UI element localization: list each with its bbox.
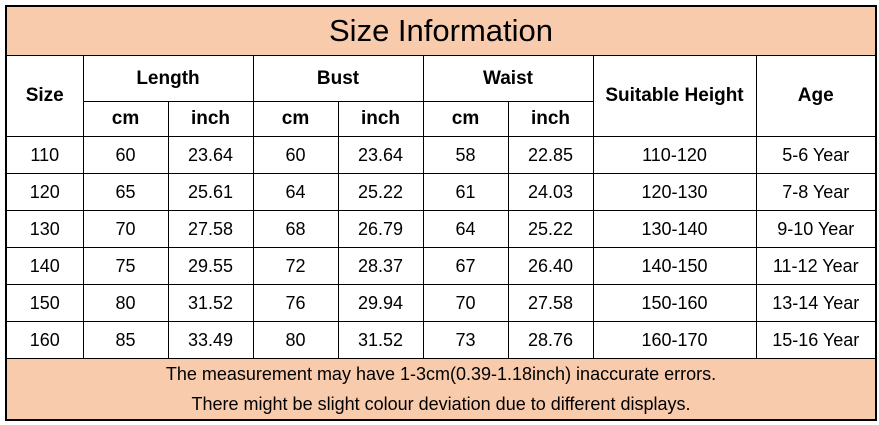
data-cell: 140 <box>5 247 84 285</box>
data-cell: 64 <box>422 210 509 248</box>
data-cell: 29.55 <box>167 247 254 285</box>
header-cell: Size <box>5 55 84 137</box>
data-cell: 70 <box>422 284 509 322</box>
header-cell: Age <box>755 55 877 137</box>
table-body: Size Information Size Length Bust Waist … <box>5 5 877 421</box>
data-cell: 28.76 <box>507 321 594 359</box>
notes-row: The measurement may have 1-3cm(0.39-1.18… <box>5 358 877 421</box>
data-row: 120 65 25.61 64 25.22 61 24.03 120-130 7-8 Year <box>5 173 877 211</box>
data-cell: 73 <box>422 321 509 359</box>
note-line: There might be slight colour deviation d… <box>191 394 691 414</box>
data-cell: 23.64 <box>167 136 254 174</box>
data-cell: 27.58 <box>507 284 594 322</box>
data-cell: 80 <box>252 321 339 359</box>
notes-cell: The measurement may have 1-3cm(0.39-1.18… <box>5 358 877 421</box>
data-cell: 26.79 <box>337 210 424 248</box>
header-row: Size Length Bust Waist Suitable Height A… <box>5 55 877 137</box>
data-cell: 25.61 <box>167 173 254 211</box>
data-cell: 110 <box>5 136 84 174</box>
data-cell: 7-8 Year <box>755 173 877 211</box>
data-cell: 160 <box>5 321 84 359</box>
data-cell: 13-14 Year <box>755 284 877 322</box>
header-cell: Bust <box>252 55 424 102</box>
data-row: 110 60 23.64 60 23.64 58 22.85 110-120 5-6 Year <box>5 136 877 174</box>
data-cell: 31.52 <box>337 321 424 359</box>
data-cell: 9-10 Year <box>755 210 877 248</box>
data-row: 150 80 31.52 76 29.94 70 27.58 150-160 13-14 Yea… <box>5 284 877 322</box>
data-cell: 11-12 Year <box>755 247 877 285</box>
data-cell: 22.85 <box>507 136 594 174</box>
data-cell: 23.64 <box>337 136 424 174</box>
note-line: The measurement may have 1-3cm(0.39-1.18… <box>165 364 717 384</box>
unit-cell: cm <box>252 101 339 137</box>
data-cell: 5-6 Year <box>755 136 877 174</box>
data-cell: 150-160 <box>592 284 757 322</box>
header-cell: Length <box>82 55 254 102</box>
data-cell: 33.49 <box>167 321 254 359</box>
data-cell: 24.03 <box>507 173 594 211</box>
unit-cell: cm <box>422 101 509 137</box>
data-row: 140 75 29.55 72 28.37 67 26.40 140-150 11-12 Yea… <box>5 247 877 285</box>
data-cell: 70 <box>82 210 169 248</box>
data-cell: 68 <box>252 210 339 248</box>
unit-cell: cm <box>82 101 169 137</box>
data-cell: 27.58 <box>167 210 254 248</box>
title-row: Size Information <box>5 5 877 56</box>
unit-cell: inch <box>507 101 594 137</box>
header-cell: Suitable Height <box>592 55 757 137</box>
data-cell: 76 <box>252 284 339 322</box>
data-cell: 60 <box>252 136 339 174</box>
data-cell: 130-140 <box>592 210 757 248</box>
data-cell: 150 <box>5 284 84 322</box>
data-cell: 120 <box>5 173 84 211</box>
unit-row: cm inch cm inch cm inch <box>6 101 876 137</box>
size-table: Size Information Size Length Bust Waist … <box>5 5 878 421</box>
data-cell: 65 <box>82 173 169 211</box>
data-cell: 15-16 Year <box>755 321 877 359</box>
data-cell: 110-120 <box>592 136 757 174</box>
data-cell: 130 <box>5 210 84 248</box>
data-cell: 25.22 <box>337 173 424 211</box>
data-cell: 60 <box>82 136 169 174</box>
data-cell: 25.22 <box>507 210 594 248</box>
data-cell: 72 <box>252 247 339 285</box>
data-cell: 26.40 <box>507 247 594 285</box>
data-cell: 58 <box>422 136 509 174</box>
data-row: 160 85 33.49 80 31.52 73 28.76 160-170 15-16 Yea… <box>5 321 877 359</box>
data-cell: 85 <box>82 321 169 359</box>
data-cell: 67 <box>422 247 509 285</box>
data-cell: 28.37 <box>337 247 424 285</box>
data-cell: 75 <box>82 247 169 285</box>
data-cell: 64 <box>252 173 339 211</box>
unit-cell: inch <box>167 101 254 137</box>
data-cell: 80 <box>82 284 169 322</box>
data-cell: 120-130 <box>592 173 757 211</box>
table-title: Size Information <box>5 5 877 56</box>
data-cell: 160-170 <box>592 321 757 359</box>
data-cell: 140-150 <box>592 247 757 285</box>
data-cell: 29.94 <box>337 284 424 322</box>
unit-cell: inch <box>337 101 424 137</box>
header-cell: Waist <box>422 55 594 102</box>
data-cell: 61 <box>422 173 509 211</box>
data-cell: 31.52 <box>167 284 254 322</box>
data-row: 130 70 27.58 68 26.79 64 25.22 130-140 9-10 Year <box>5 210 877 248</box>
